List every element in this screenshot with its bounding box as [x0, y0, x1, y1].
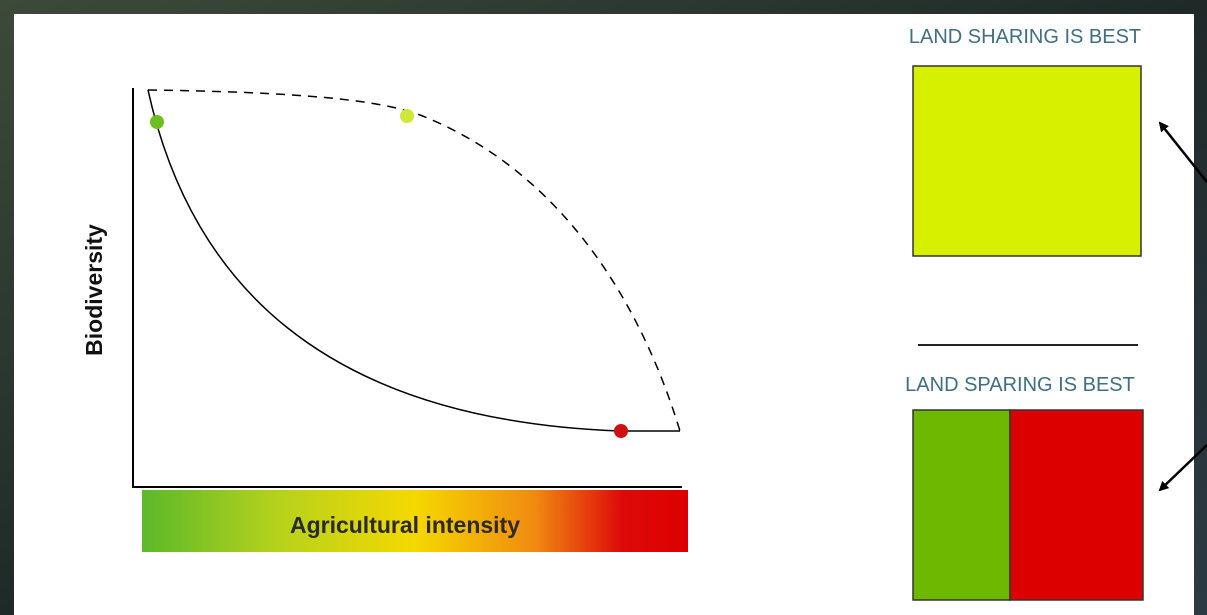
x-axis-label: Agricultural intensity [290, 512, 520, 538]
sharing-box [912, 65, 1142, 257]
green-point [150, 115, 164, 129]
y-axis-label: Biodiversity [81, 224, 107, 356]
intensity-bar [142, 490, 688, 552]
arrow [1158, 121, 1207, 183]
panel-label: LAND SHARING IS BEST [909, 26, 1141, 48]
arrow [1158, 444, 1207, 492]
red-point [614, 424, 628, 438]
sparing-green [912, 409, 1011, 601]
sparing-curve [147, 89, 680, 432]
sparing-red [1009, 409, 1144, 601]
panel-label: LAND SPARING IS BEST [905, 374, 1135, 396]
sharing-curve [147, 89, 681, 432]
yellow-point [400, 109, 414, 123]
